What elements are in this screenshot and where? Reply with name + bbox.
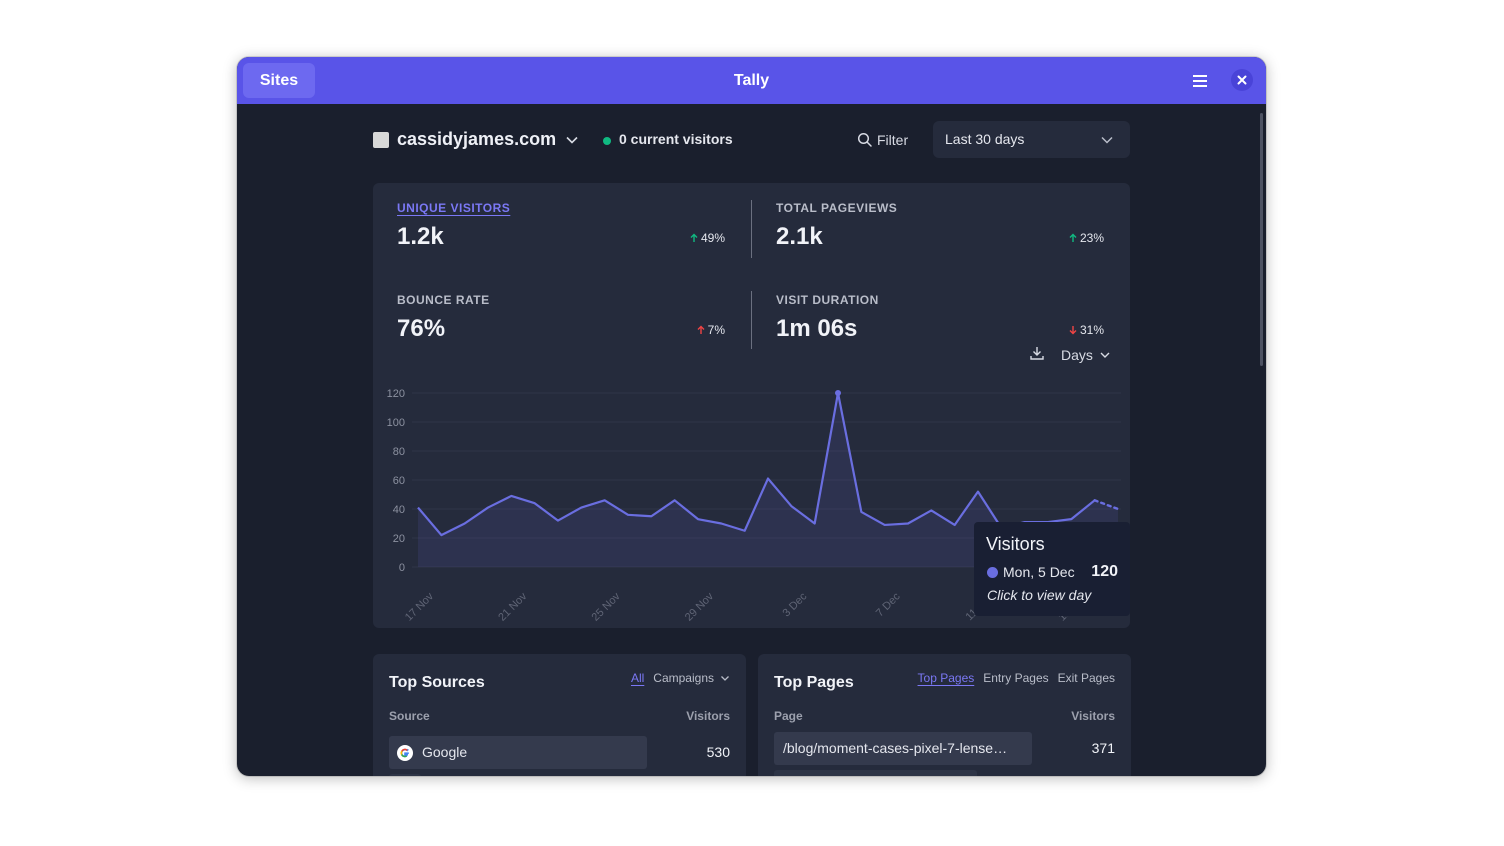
site-favicon-icon: [373, 132, 389, 148]
list-item[interactable]: [389, 736, 647, 769]
arrow-down-icon: [1069, 326, 1077, 335]
tooltip-series-dot: [987, 567, 998, 578]
chevron-down-icon: [721, 676, 729, 681]
stat-value: 1.2k: [397, 223, 444, 250]
stat-label: VISIT DURATION: [776, 293, 879, 307]
tab-all[interactable]: All: [630, 671, 645, 685]
x-tick-label: 7 Dec: [874, 590, 903, 619]
top-sources-panel: Top Sources All Campaigns Source Visitor…: [373, 654, 746, 776]
chevron-down-icon: [1100, 352, 1110, 358]
x-tick-label: 17 Nov: [403, 590, 436, 623]
source-visitors: 530: [706, 744, 730, 760]
stat-bounce-rate[interactable]: BOUNCE RATE 76% 7%: [397, 293, 725, 363]
data-point: [835, 390, 841, 396]
live-status-dot: [603, 137, 611, 145]
stat-change: 49%: [690, 231, 725, 245]
stat-total-pageviews[interactable]: TOTAL PAGEVIEWS 2.1k 23%: [776, 201, 1104, 271]
tab-top-pages[interactable]: Top Pages: [917, 671, 975, 685]
interval-select[interactable]: Days: [1061, 347, 1111, 363]
filter-button[interactable]: Filter: [857, 129, 908, 151]
chart-tooltip: Visitors Mon, 5 Dec 120 Click to view da…: [974, 522, 1130, 616]
stat-change: 23%: [1069, 231, 1104, 245]
title-bar: Sites Tally: [237, 57, 1266, 104]
window-title: Tally: [733, 71, 770, 89]
y-tick-label: 20: [393, 533, 405, 545]
stat-value: 76%: [397, 315, 446, 342]
close-icon: [1237, 75, 1247, 85]
current-visitors[interactable]: 0 current visitors: [619, 131, 733, 147]
y-tick-label: 40: [393, 504, 405, 516]
x-tick-label: 29 Nov: [683, 590, 716, 623]
y-tick-label: 80: [393, 446, 405, 458]
y-tick-label: 100: [387, 417, 405, 429]
chevron-down-icon: [1101, 136, 1113, 144]
chevron-down-icon[interactable]: [565, 132, 579, 146]
google-icon: [397, 745, 413, 761]
list-item[interactable]: [774, 770, 977, 776]
sites-button[interactable]: Sites: [243, 63, 315, 98]
sources-tabs: All Campaigns: [631, 671, 730, 685]
column-header-page: Page: [774, 709, 803, 723]
panel-title: Top Sources: [389, 674, 485, 691]
series-line: [417, 391, 1096, 537]
series-line-incomplete: [1093, 499, 1120, 511]
tab-entry-pages[interactable]: Entry Pages: [983, 671, 1049, 685]
arrow-up-icon: [1069, 233, 1077, 242]
stat-label: TOTAL PAGEVIEWS: [776, 201, 898, 215]
tooltip-hint: Click to view day: [987, 587, 1092, 603]
close-button[interactable]: [1231, 69, 1253, 91]
filter-label: Filter: [877, 132, 909, 148]
source-name: Google: [422, 744, 468, 760]
arrow-up-icon: [690, 233, 698, 242]
date-range-value: Last 30 days: [945, 131, 1025, 147]
search-icon: [857, 132, 872, 147]
site-selector[interactable]: cassidyjames.com: [397, 129, 557, 149]
stats-card: UNIQUE VISITORS 1.2k 49% TOTAL PAGEVIEWS…: [373, 183, 1130, 628]
x-tick-label: 25 Nov: [590, 590, 623, 623]
visitors-chart[interactable]: 0 20 40 60 80 100 120 17 Nov 21 Nov 25 Nov 29 Nov 3…: [373, 183, 1130, 628]
x-tick-label: 3 Dec: [781, 590, 810, 619]
tab-campaigns[interactable]: Campaigns: [653, 671, 730, 685]
column-header-source: Source: [389, 709, 430, 723]
arrow-up-icon: [697, 325, 705, 334]
pages-tabs: Top Pages Entry Pages Exit Pages: [918, 671, 1115, 685]
hamburger-menu-icon[interactable]: [1189, 70, 1211, 92]
interval-label: Days: [1061, 347, 1093, 363]
tooltip-date: Mon, 5 Dec: [1003, 564, 1075, 580]
stat-visit-duration[interactable]: VISIT DURATION 1m 06s 31%: [776, 293, 1104, 363]
y-tick-label: 60: [393, 475, 405, 487]
stat-label: BOUNCE RATE: [397, 293, 490, 307]
stat-value: 2.1k: [776, 223, 823, 250]
y-tick-label: 120: [387, 388, 405, 400]
stat-label: UNIQUE VISITORS: [397, 201, 511, 215]
top-pages-panel: Top Pages Top Pages Entry Pages Exit Pag…: [758, 654, 1131, 776]
tooltip-value: 120: [1091, 563, 1118, 580]
stat-change: 31%: [1069, 323, 1104, 337]
tooltip-title: Visitors: [986, 534, 1045, 554]
list-item[interactable]: [774, 732, 1032, 765]
y-tick-label: 0: [399, 562, 405, 574]
stat-change: 7%: [697, 323, 725, 337]
tab-exit-pages[interactable]: Exit Pages: [1057, 671, 1115, 685]
download-icon[interactable]: [1029, 345, 1045, 361]
scrollbar[interactable]: [1260, 113, 1263, 366]
column-header-visitors: Visitors: [1071, 709, 1115, 723]
panel-title: Top Pages: [774, 674, 854, 691]
stat-divider: [751, 200, 752, 258]
list-item[interactable]: [389, 774, 421, 776]
x-tick-label: 21 Nov: [496, 590, 529, 623]
stat-unique-visitors[interactable]: UNIQUE VISITORS 1.2k 49%: [397, 201, 725, 271]
page-visitors: 371: [1091, 740, 1115, 756]
stat-value: 1m 06s: [776, 315, 858, 342]
stat-divider: [751, 291, 752, 349]
app-window: Sites Tally cassidyjames.com 0 current v…: [237, 57, 1266, 776]
date-range-select[interactable]: Last 30 days: [933, 121, 1130, 158]
column-header-visitors: Visitors: [686, 709, 730, 723]
page-path: /blog/moment-cases-pixel-7-lense…: [783, 740, 1008, 756]
